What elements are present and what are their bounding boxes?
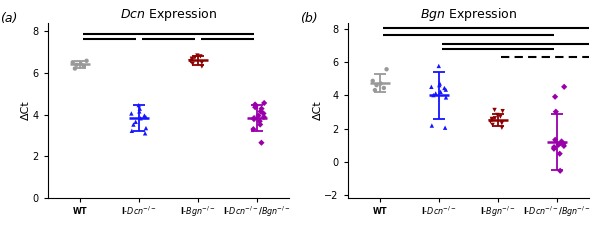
Point <box>249 117 259 121</box>
Point <box>136 117 145 120</box>
Point <box>382 68 391 71</box>
Point <box>140 114 149 117</box>
Text: (b): (b) <box>299 12 317 25</box>
Point <box>557 140 566 143</box>
Point <box>141 126 151 130</box>
Point <box>72 63 82 67</box>
Point <box>187 58 197 62</box>
Point <box>549 145 559 149</box>
Point <box>134 110 144 113</box>
Point <box>70 67 80 70</box>
Point <box>251 104 260 108</box>
Point <box>559 85 569 89</box>
Point <box>550 95 560 99</box>
Point <box>248 127 258 131</box>
Point <box>127 129 137 133</box>
Point <box>498 109 508 113</box>
Point <box>490 117 500 120</box>
Point <box>488 123 497 127</box>
Point <box>82 59 91 63</box>
Point <box>556 141 565 145</box>
Point <box>497 122 506 125</box>
Point <box>554 143 563 146</box>
Point <box>256 123 265 126</box>
Point <box>197 65 206 68</box>
Point <box>496 115 505 118</box>
Point <box>440 126 450 130</box>
Title: $\mathit{Dcn}$ Expression: $\mathit{Dcn}$ Expression <box>119 6 217 23</box>
Point <box>254 114 263 117</box>
Point <box>190 56 200 59</box>
Point <box>128 123 138 126</box>
Point <box>141 115 151 119</box>
Point <box>372 83 382 87</box>
Point <box>196 55 205 58</box>
Y-axis label: ΔCt: ΔCt <box>313 100 323 120</box>
Point <box>440 86 449 90</box>
Point <box>370 88 380 92</box>
Point <box>131 120 140 124</box>
Point <box>127 112 136 115</box>
Point <box>193 54 202 57</box>
Point <box>249 116 259 120</box>
Point <box>435 82 445 85</box>
Point <box>188 62 197 66</box>
Point <box>431 92 440 95</box>
Point <box>135 107 145 110</box>
Point <box>187 57 197 61</box>
Point <box>259 112 268 115</box>
Point <box>434 64 443 68</box>
Point <box>428 93 438 97</box>
Point <box>427 85 436 89</box>
Point <box>76 62 85 66</box>
Point <box>257 141 266 144</box>
Point <box>197 61 206 65</box>
Point <box>427 124 437 127</box>
Point <box>185 59 195 63</box>
Point <box>485 120 495 123</box>
Point <box>250 103 260 106</box>
Point <box>555 152 565 155</box>
Point <box>257 107 266 110</box>
Point <box>559 144 569 148</box>
Point <box>255 119 265 123</box>
Point <box>140 132 150 135</box>
Point <box>379 86 389 90</box>
Point <box>490 108 499 112</box>
Point <box>441 88 451 91</box>
Point <box>436 90 445 94</box>
Point <box>259 101 269 105</box>
Point <box>556 169 565 173</box>
Point <box>487 117 497 121</box>
Point <box>79 64 89 68</box>
Point <box>487 118 497 122</box>
Point <box>368 79 377 83</box>
Point <box>259 115 269 119</box>
Point <box>68 61 77 64</box>
Title: $\mathit{Bgn}$ Expression: $\mathit{Bgn}$ Expression <box>419 6 517 23</box>
Point <box>493 113 502 117</box>
Point <box>551 110 560 113</box>
Y-axis label: ΔCt: ΔCt <box>21 100 31 120</box>
Point <box>559 142 568 146</box>
Point <box>549 147 559 151</box>
Point <box>434 83 444 87</box>
Point <box>134 103 143 107</box>
Point <box>376 82 385 85</box>
Point <box>550 138 560 142</box>
Point <box>441 96 451 99</box>
Point <box>250 105 260 109</box>
Point <box>497 126 506 130</box>
Text: (a): (a) <box>0 12 17 25</box>
Point <box>256 110 265 113</box>
